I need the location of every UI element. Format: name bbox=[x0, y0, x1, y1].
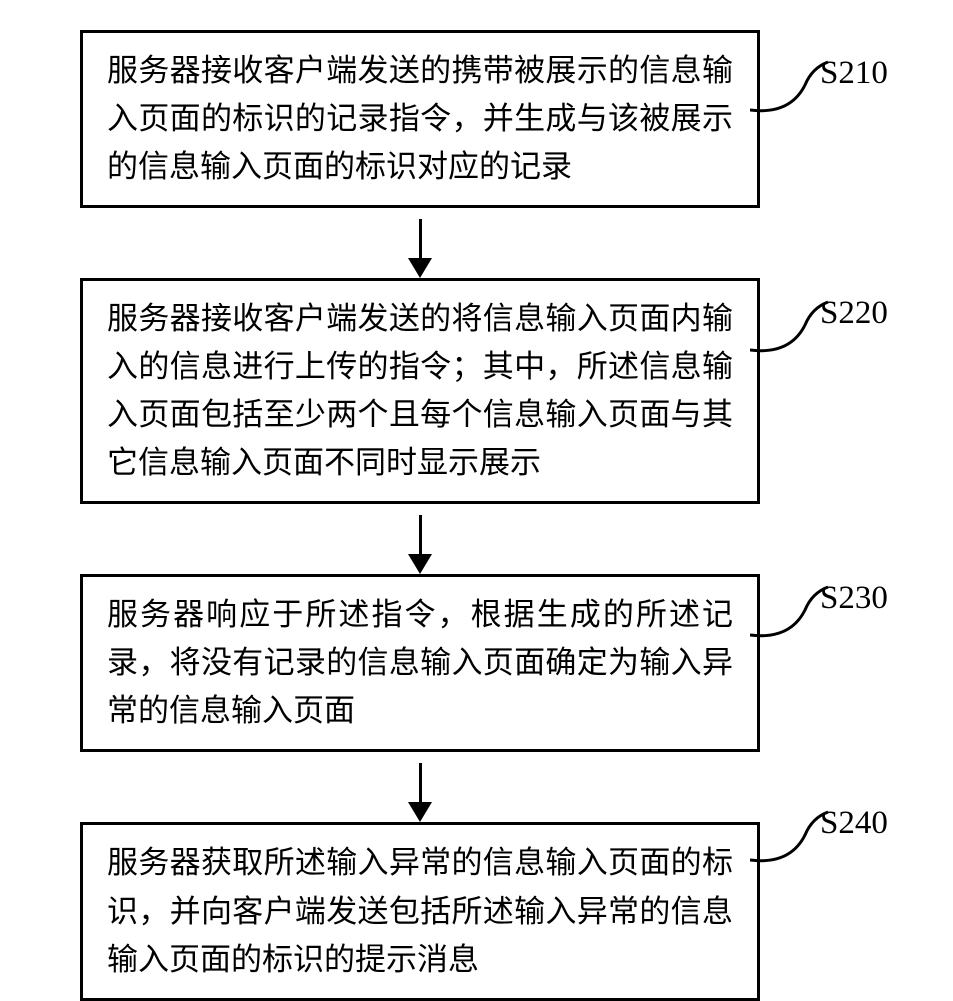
flow-step-s230: 服务器响应于所述指令，根据生成的所述记录，将没有记录的信息输入页面确定为输入异常… bbox=[80, 574, 760, 752]
flowchart-container: 服务器接收客户端发送的携带被展示的信息输入页面的标识的记录指令，并生成与该被展示… bbox=[70, 30, 770, 1001]
flow-step-text: 服务器响应于所述指令，根据生成的所述记录，将没有记录的信息输入页面确定为输入异常… bbox=[107, 597, 733, 728]
step-label-s210: S210 bbox=[820, 55, 888, 92]
step-label-s240: S240 bbox=[820, 805, 888, 842]
flow-arrow bbox=[70, 504, 770, 574]
arrow-head-icon bbox=[408, 554, 432, 574]
step-connector-icon bbox=[750, 585, 830, 640]
flow-step-s240: 服务器获取所述输入异常的信息输入页面的标识，并向客户端发送包括所述输入异常的信息… bbox=[80, 822, 760, 1000]
flow-step-text: 服务器接收客户端发送的将信息输入页面内输入的信息进行上传的指令；其中，所述信息输… bbox=[107, 301, 733, 480]
arrow-head-icon bbox=[408, 802, 432, 822]
flow-arrow bbox=[70, 752, 770, 822]
flow-step-text: 服务器接收客户端发送的携带被展示的信息输入页面的标识的记录指令，并生成与该被展示… bbox=[107, 53, 733, 184]
flow-arrow bbox=[70, 208, 770, 278]
flow-step-text: 服务器获取所述输入异常的信息输入页面的标识，并向客户端发送包括所述输入异常的信息… bbox=[107, 845, 733, 976]
step-label-s220: S220 bbox=[820, 295, 888, 332]
flow-step-s220: 服务器接收客户端发送的将信息输入页面内输入的信息进行上传的指令；其中，所述信息输… bbox=[80, 278, 760, 504]
step-label-s230: S230 bbox=[820, 580, 888, 617]
arrow-head-icon bbox=[408, 258, 432, 278]
step-connector-icon bbox=[750, 300, 830, 355]
flow-step-s210: 服务器接收客户端发送的携带被展示的信息输入页面的标识的记录指令，并生成与该被展示… bbox=[80, 30, 760, 208]
step-connector-icon bbox=[750, 810, 830, 865]
step-connector-icon bbox=[750, 60, 830, 115]
